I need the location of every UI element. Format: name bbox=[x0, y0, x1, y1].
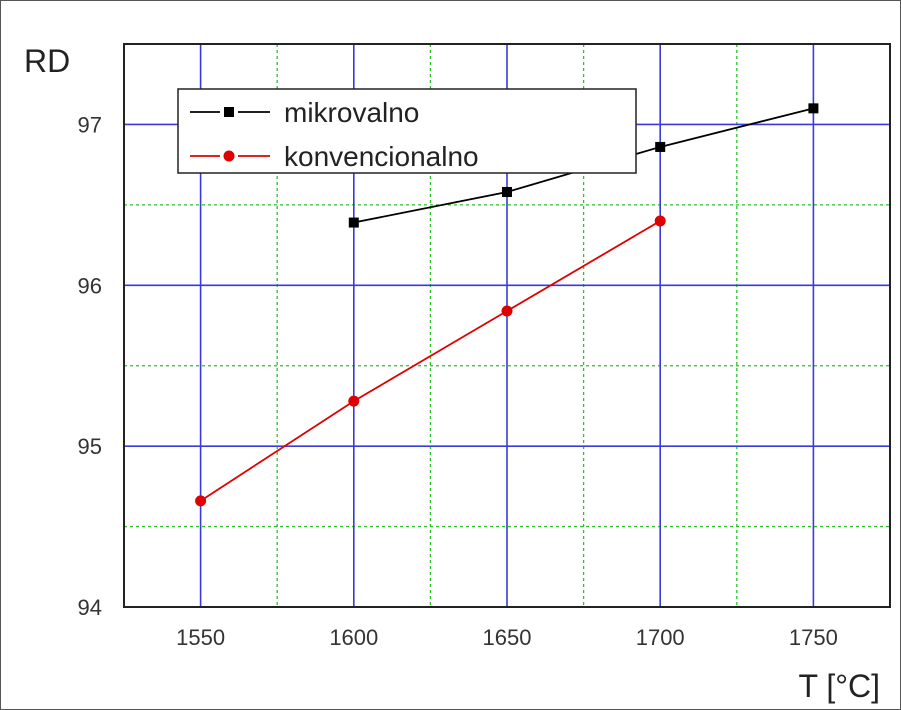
y-axis-title: RD bbox=[24, 43, 70, 79]
legend-item-mikrovalno: mikrovalno bbox=[190, 97, 419, 128]
y-tick-label: 95 bbox=[78, 434, 102, 459]
y-axis-ticks: 94 95 96 97 bbox=[78, 112, 102, 620]
x-tick-label: 1550 bbox=[176, 625, 225, 650]
data-point bbox=[348, 395, 360, 407]
data-point bbox=[655, 141, 666, 152]
legend-items: mikrovalno konvencionalno bbox=[190, 97, 479, 172]
data-point bbox=[348, 217, 359, 228]
data-point bbox=[502, 186, 512, 197]
data-point bbox=[195, 495, 207, 507]
legend-label: konvencionalno bbox=[284, 141, 479, 172]
data-point bbox=[501, 305, 513, 317]
legend: mikrovalno konvencionalno bbox=[177, 88, 637, 174]
x-axis-title: T [°C] bbox=[798, 668, 880, 704]
legend-item-konvencionalno: konvencionalno bbox=[190, 141, 479, 172]
data-point bbox=[654, 215, 666, 227]
legend-box bbox=[177, 88, 637, 174]
series-konvencionalno bbox=[195, 215, 666, 507]
x-axis-ticks: 1550 1600 1650 1700 1750 bbox=[176, 625, 838, 650]
x-tick-label: 1750 bbox=[789, 625, 838, 650]
plot-border bbox=[123, 43, 891, 608]
x-tick-label: 1600 bbox=[329, 625, 378, 650]
y-tick-label: 96 bbox=[78, 273, 102, 298]
series-line-konvencionalno bbox=[200, 220, 661, 502]
y-tick-label: 97 bbox=[78, 112, 102, 137]
minor-grid bbox=[124, 44, 890, 607]
x-tick-label: 1700 bbox=[636, 625, 685, 650]
data-point bbox=[808, 103, 819, 114]
y-tick-label: 94 bbox=[78, 595, 102, 620]
legend-marker bbox=[224, 107, 234, 117]
legend-marker bbox=[223, 150, 235, 162]
legend-label: mikrovalno bbox=[284, 97, 419, 128]
x-tick-label: 1650 bbox=[483, 625, 532, 650]
